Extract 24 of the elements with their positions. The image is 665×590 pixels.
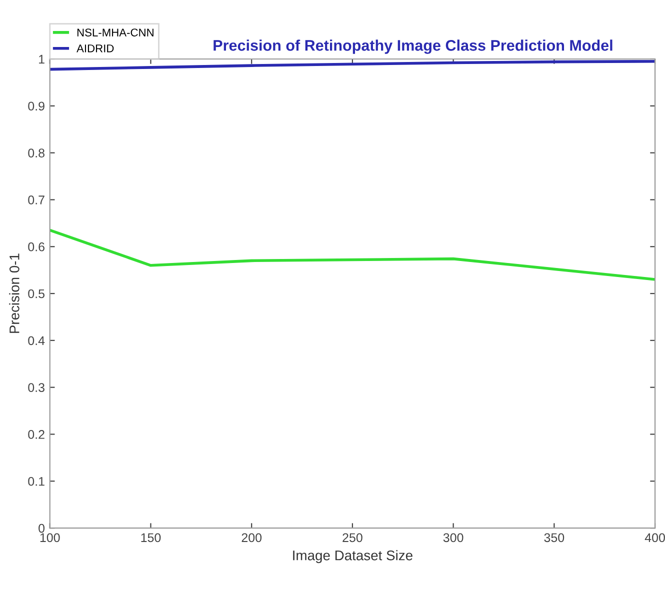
x-tick-label: 300 [443,533,464,542]
x-tick-label: 400 [644,533,665,542]
y-tick-label: 1 [39,54,44,64]
y-tick-label: 0 [38,524,45,533]
x-tick-label: 250 [342,533,362,542]
y-tick-label: 0.1 [28,476,44,486]
y-tick-label: 0.6 [28,242,44,252]
y-tick-label: 0.3 [28,383,44,392]
legend-label: AIDRID [76,44,114,52]
x-tick-label: 350 [544,533,564,542]
x-tick-label: 100 [40,533,60,542]
y-tick-label: 0.7 [28,196,44,204]
y-tick-label: 0.9 [28,102,44,111]
y-tick-label: 0.8 [28,148,44,158]
x-tick-label: 200 [242,533,262,542]
chart-title: Precision of Retinopathy Image Class Prediction Model [214,40,612,54]
x-tick-label: 150 [141,533,161,542]
legend-label: NSL-MHA-CNN [77,28,154,36]
y-tick-label: 0.2 [28,430,44,439]
y-tick-label: 0.5 [28,289,44,298]
x-axis-title: Image Dataset Size [293,550,412,564]
y-tick-label: 0.4 [28,336,45,346]
y-axis-title: Precision 0-1 [9,254,20,333]
line-series [50,228,656,281]
